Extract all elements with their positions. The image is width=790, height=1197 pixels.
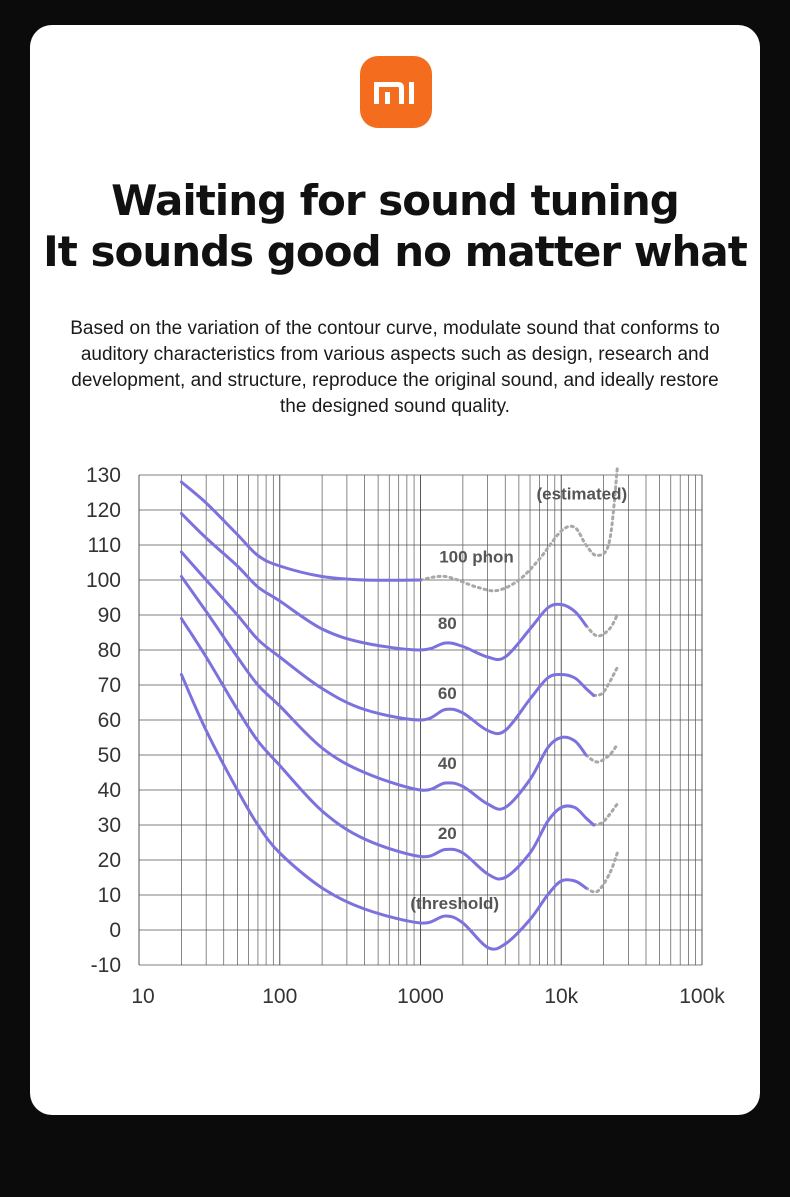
- curve-label: 100 phon: [439, 548, 514, 567]
- y-tick-label: 120: [86, 499, 121, 522]
- x-tick-label: 10k: [544, 985, 578, 1008]
- estimated-curve-40: [584, 743, 619, 764]
- mi-logo-icon: [374, 82, 414, 104]
- y-tick-label: 80: [98, 639, 121, 662]
- curve-label: (estimated): [536, 485, 627, 504]
- content-card: [30, 25, 760, 1115]
- headline-line-2: It sounds good no matter what: [43, 227, 748, 276]
- contour-curve-100-phon: [179, 480, 422, 582]
- y-tick-label: 60: [98, 709, 121, 732]
- estimated-curve-20: [592, 802, 619, 827]
- contour-curves: [179, 480, 596, 951]
- contour-curve-40: [179, 575, 588, 811]
- estimated-curve-100-phon: [419, 466, 619, 593]
- contour-curve-threshold: [179, 673, 588, 951]
- y-tick-label: 90: [98, 604, 121, 627]
- estimated-curve-threshold: [584, 851, 619, 894]
- contour-curve-60: [179, 550, 596, 736]
- estimated-curve-80: [584, 613, 619, 638]
- contour-curve-80: [179, 512, 588, 662]
- curve-label: 20: [438, 824, 457, 843]
- curve-label: 80: [438, 614, 457, 633]
- x-tick-label: 1000: [397, 985, 444, 1008]
- y-tick-label: 40: [98, 779, 121, 802]
- curve-labels: 100 phon 80 60 40 20 (threshold) (estimated): [410, 485, 627, 914]
- y-tick-label: 30: [98, 814, 121, 837]
- estimated-curves: [419, 466, 619, 894]
- estimated-curve-60: [592, 666, 619, 697]
- curve-label: 60: [438, 684, 457, 703]
- headline-line-1: Waiting for sound tuning: [111, 176, 680, 225]
- x-tick-label: 100k: [679, 985, 725, 1008]
- curve-label: 40: [438, 754, 457, 773]
- description-text: Based on the variation of the contour cu…: [70, 318, 720, 417]
- y-tick-label: 50: [98, 744, 121, 767]
- contour-curve-20: [179, 617, 596, 881]
- y-tick-label: -10: [91, 954, 121, 977]
- y-tick-label: 0: [109, 919, 121, 942]
- xiaomi-logo: [360, 56, 432, 128]
- y-tick-label: 20: [98, 849, 121, 872]
- y-tick-label: 10: [98, 884, 121, 907]
- y-tick-label: 110: [88, 534, 121, 557]
- x-tick-label: 10: [131, 985, 154, 1008]
- y-tick-label: 130: [86, 464, 121, 487]
- curve-label: (threshold): [410, 894, 499, 913]
- y-tick-label: 100: [86, 569, 121, 592]
- x-axis-tick-labels: 10 100 1000 10k 100k: [131, 985, 725, 1008]
- y-tick-label: 70: [98, 674, 121, 697]
- x-tick-label: 100: [262, 985, 297, 1008]
